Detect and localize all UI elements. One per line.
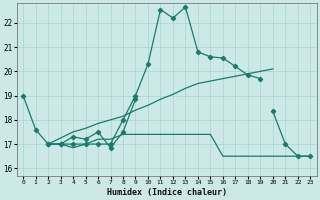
X-axis label: Humidex (Indice chaleur): Humidex (Indice chaleur) <box>107 188 227 197</box>
